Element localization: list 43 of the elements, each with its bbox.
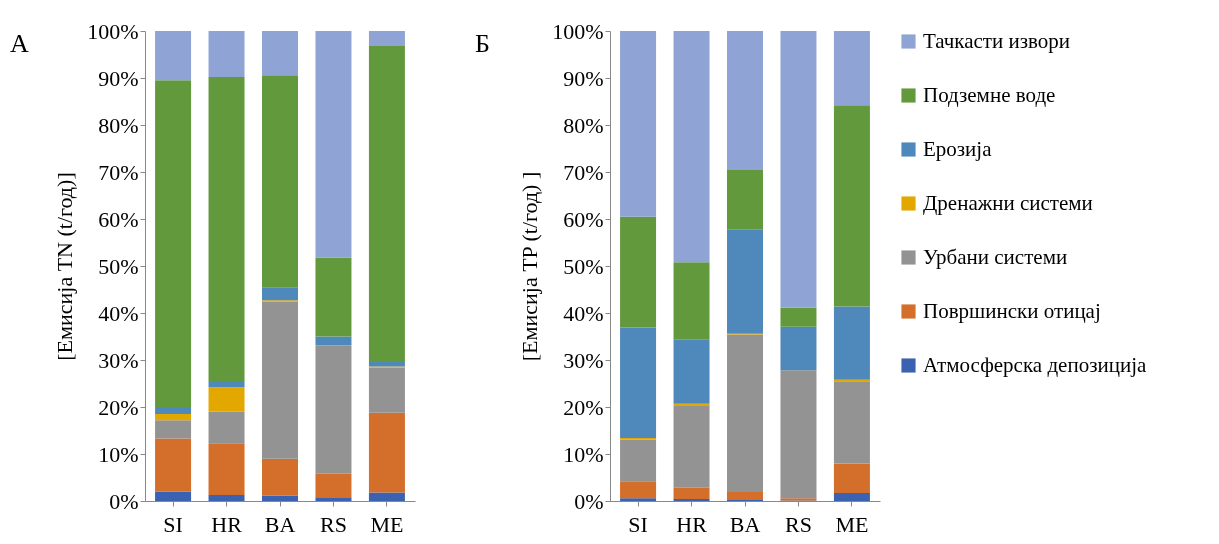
- y-tick-label: 90%: [98, 65, 139, 91]
- y-tick-label: 100%: [87, 18, 139, 44]
- y-tick-label: 30%: [563, 347, 604, 373]
- y-tick-label: 80%: [563, 112, 604, 138]
- y-tick-label: 10%: [563, 441, 604, 467]
- y-tick-label: 40%: [563, 300, 604, 326]
- y-tick-label: 100%: [552, 18, 604, 44]
- legend-label: Тачкасти извори: [923, 28, 1071, 53]
- y-tick-label: 70%: [563, 159, 604, 185]
- x-tick-label: SI: [163, 511, 183, 537]
- legend-label: Површински отицај: [923, 298, 1101, 323]
- x-tick-label: RS: [785, 511, 812, 537]
- y-tick-label: 60%: [98, 206, 139, 232]
- y-axis-title: [Емисија TN (t/год)]: [52, 172, 78, 361]
- y-tick-label: 0%: [109, 488, 139, 514]
- text: Б: [475, 29, 490, 58]
- x-tick-label: RS: [320, 511, 347, 537]
- y-tick-label: 10%: [98, 441, 139, 467]
- x-tick-label: ME: [370, 511, 404, 537]
- y-tick-label: 40%: [98, 300, 139, 326]
- x-tick-label: ME: [835, 511, 869, 537]
- x-tick-label: HR: [211, 511, 243, 537]
- x-tick-label: SI: [628, 511, 648, 537]
- y-tick-label: 20%: [98, 394, 139, 420]
- legend-label: Ерозија: [923, 136, 993, 161]
- x-tick-label: HR: [676, 511, 708, 537]
- y-tick-label: 90%: [563, 65, 604, 91]
- y-tick-label: 60%: [563, 206, 604, 232]
- text: А: [10, 29, 29, 58]
- x-tick-label: BA: [729, 511, 761, 537]
- legend-label: Дренажни системи: [923, 190, 1093, 215]
- y-tick-label: 80%: [98, 112, 139, 138]
- y-tick-label: 70%: [98, 159, 139, 185]
- y-axis-title: [Емисија TP (t/год) ]: [517, 171, 543, 362]
- y-tick-label: 20%: [563, 394, 604, 420]
- legend-label: Атмосферска депозиција: [923, 352, 1147, 377]
- y-tick-label: 0%: [574, 488, 604, 514]
- x-tick-label: BA: [264, 511, 296, 537]
- y-tick-label: 30%: [98, 347, 139, 373]
- legend-label: Урбани системи: [923, 244, 1068, 269]
- y-tick-label: 50%: [563, 253, 604, 279]
- legend-label: Подземне воде: [923, 82, 1056, 107]
- y-tick-label: 50%: [98, 253, 139, 279]
